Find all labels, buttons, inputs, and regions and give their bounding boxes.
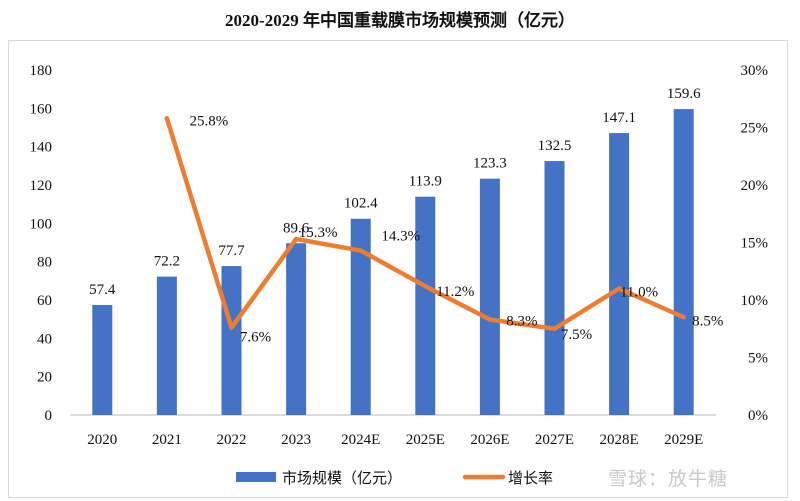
bar-data-label: 113.9: [409, 174, 442, 190]
growth-rate-line: [164, 116, 686, 331]
y-right-tick-label: 15%: [741, 236, 769, 252]
x-tick-label: 2027E: [535, 432, 574, 448]
x-tick-label: 2029E: [664, 432, 703, 448]
chart-frame: [8, 40, 788, 498]
y-left-tick-label: 80: [37, 255, 52, 271]
legend-bar-swatch: [236, 472, 276, 482]
line-data-label: 8.5%: [692, 313, 723, 329]
line-data-label: 7.5%: [561, 327, 592, 343]
line-data-label: 25.8%: [190, 113, 229, 129]
bar: [286, 243, 307, 415]
y-right-tick-label: 0%: [748, 408, 768, 424]
bar-data-label: 132.5: [538, 138, 572, 154]
y-left-tick-label: 140: [30, 140, 53, 156]
x-tick-label: 2023: [281, 432, 311, 448]
bar: [92, 304, 113, 415]
x-tick-label: 2020: [87, 432, 117, 448]
y-left-tick-label: 180: [30, 63, 53, 79]
bar-data-label: 77.7: [218, 243, 245, 259]
bar: [609, 133, 630, 415]
line-data-label: 11.0%: [620, 285, 658, 301]
bar: [350, 218, 371, 415]
bar: [544, 161, 565, 415]
y-left-tick-label: 20: [37, 370, 52, 386]
legend-line-label: 增长率: [508, 470, 553, 487]
y-left-tick-label: 120: [30, 178, 53, 194]
bar: [415, 196, 436, 415]
line-data-label: 7.6%: [240, 330, 271, 346]
x-tick-label: 2025E: [406, 432, 445, 448]
y-left-tick-label: 0: [45, 408, 53, 424]
bar-data-label: 147.1: [602, 110, 636, 126]
x-tick-label: 2021: [152, 432, 182, 448]
x-tick-label: 2026E: [470, 432, 509, 448]
bar-data-label: 89.6: [283, 220, 310, 236]
bar: [221, 266, 242, 415]
bar-data-label: 123.3: [473, 156, 507, 172]
bar: [479, 178, 500, 415]
line-data-label: 8.3%: [506, 314, 537, 330]
x-tick-label: 2022: [217, 432, 247, 448]
y-right-tick-label: 10%: [741, 293, 769, 309]
watermark: 雪球：放牛糖: [608, 468, 729, 490]
bar-data-label: 72.2: [154, 254, 180, 270]
line-data-label: 15.3%: [299, 225, 338, 241]
y-left-tick-label: 60: [37, 293, 52, 309]
bar: [673, 109, 694, 415]
line-data-label: 14.3%: [381, 229, 420, 245]
chart-title: 2020-2029 年中国重载膜市场规模预测（亿元）: [225, 11, 575, 30]
y-left-tick-label: 100: [30, 216, 53, 232]
bar-data-label: 102.4: [344, 196, 378, 212]
y-right-tick-label: 5%: [748, 351, 768, 367]
x-tick-label: 2028E: [600, 432, 639, 448]
y-right-tick-label: 20%: [741, 178, 769, 194]
y-left-tick-label: 40: [37, 331, 52, 347]
bar: [156, 276, 177, 415]
legend-bar-label: 市场规模（亿元）: [282, 470, 402, 487]
y-right-tick-label: 30%: [741, 63, 769, 79]
y-right-tick-label: 25%: [741, 121, 769, 137]
bar-data-label: 159.6: [667, 86, 701, 102]
bar-data-label: 57.4: [89, 282, 116, 298]
y-left-tick-label: 160: [30, 101, 53, 117]
x-tick-label: 2024E: [341, 432, 380, 448]
line-data-label: 11.2%: [436, 284, 474, 300]
